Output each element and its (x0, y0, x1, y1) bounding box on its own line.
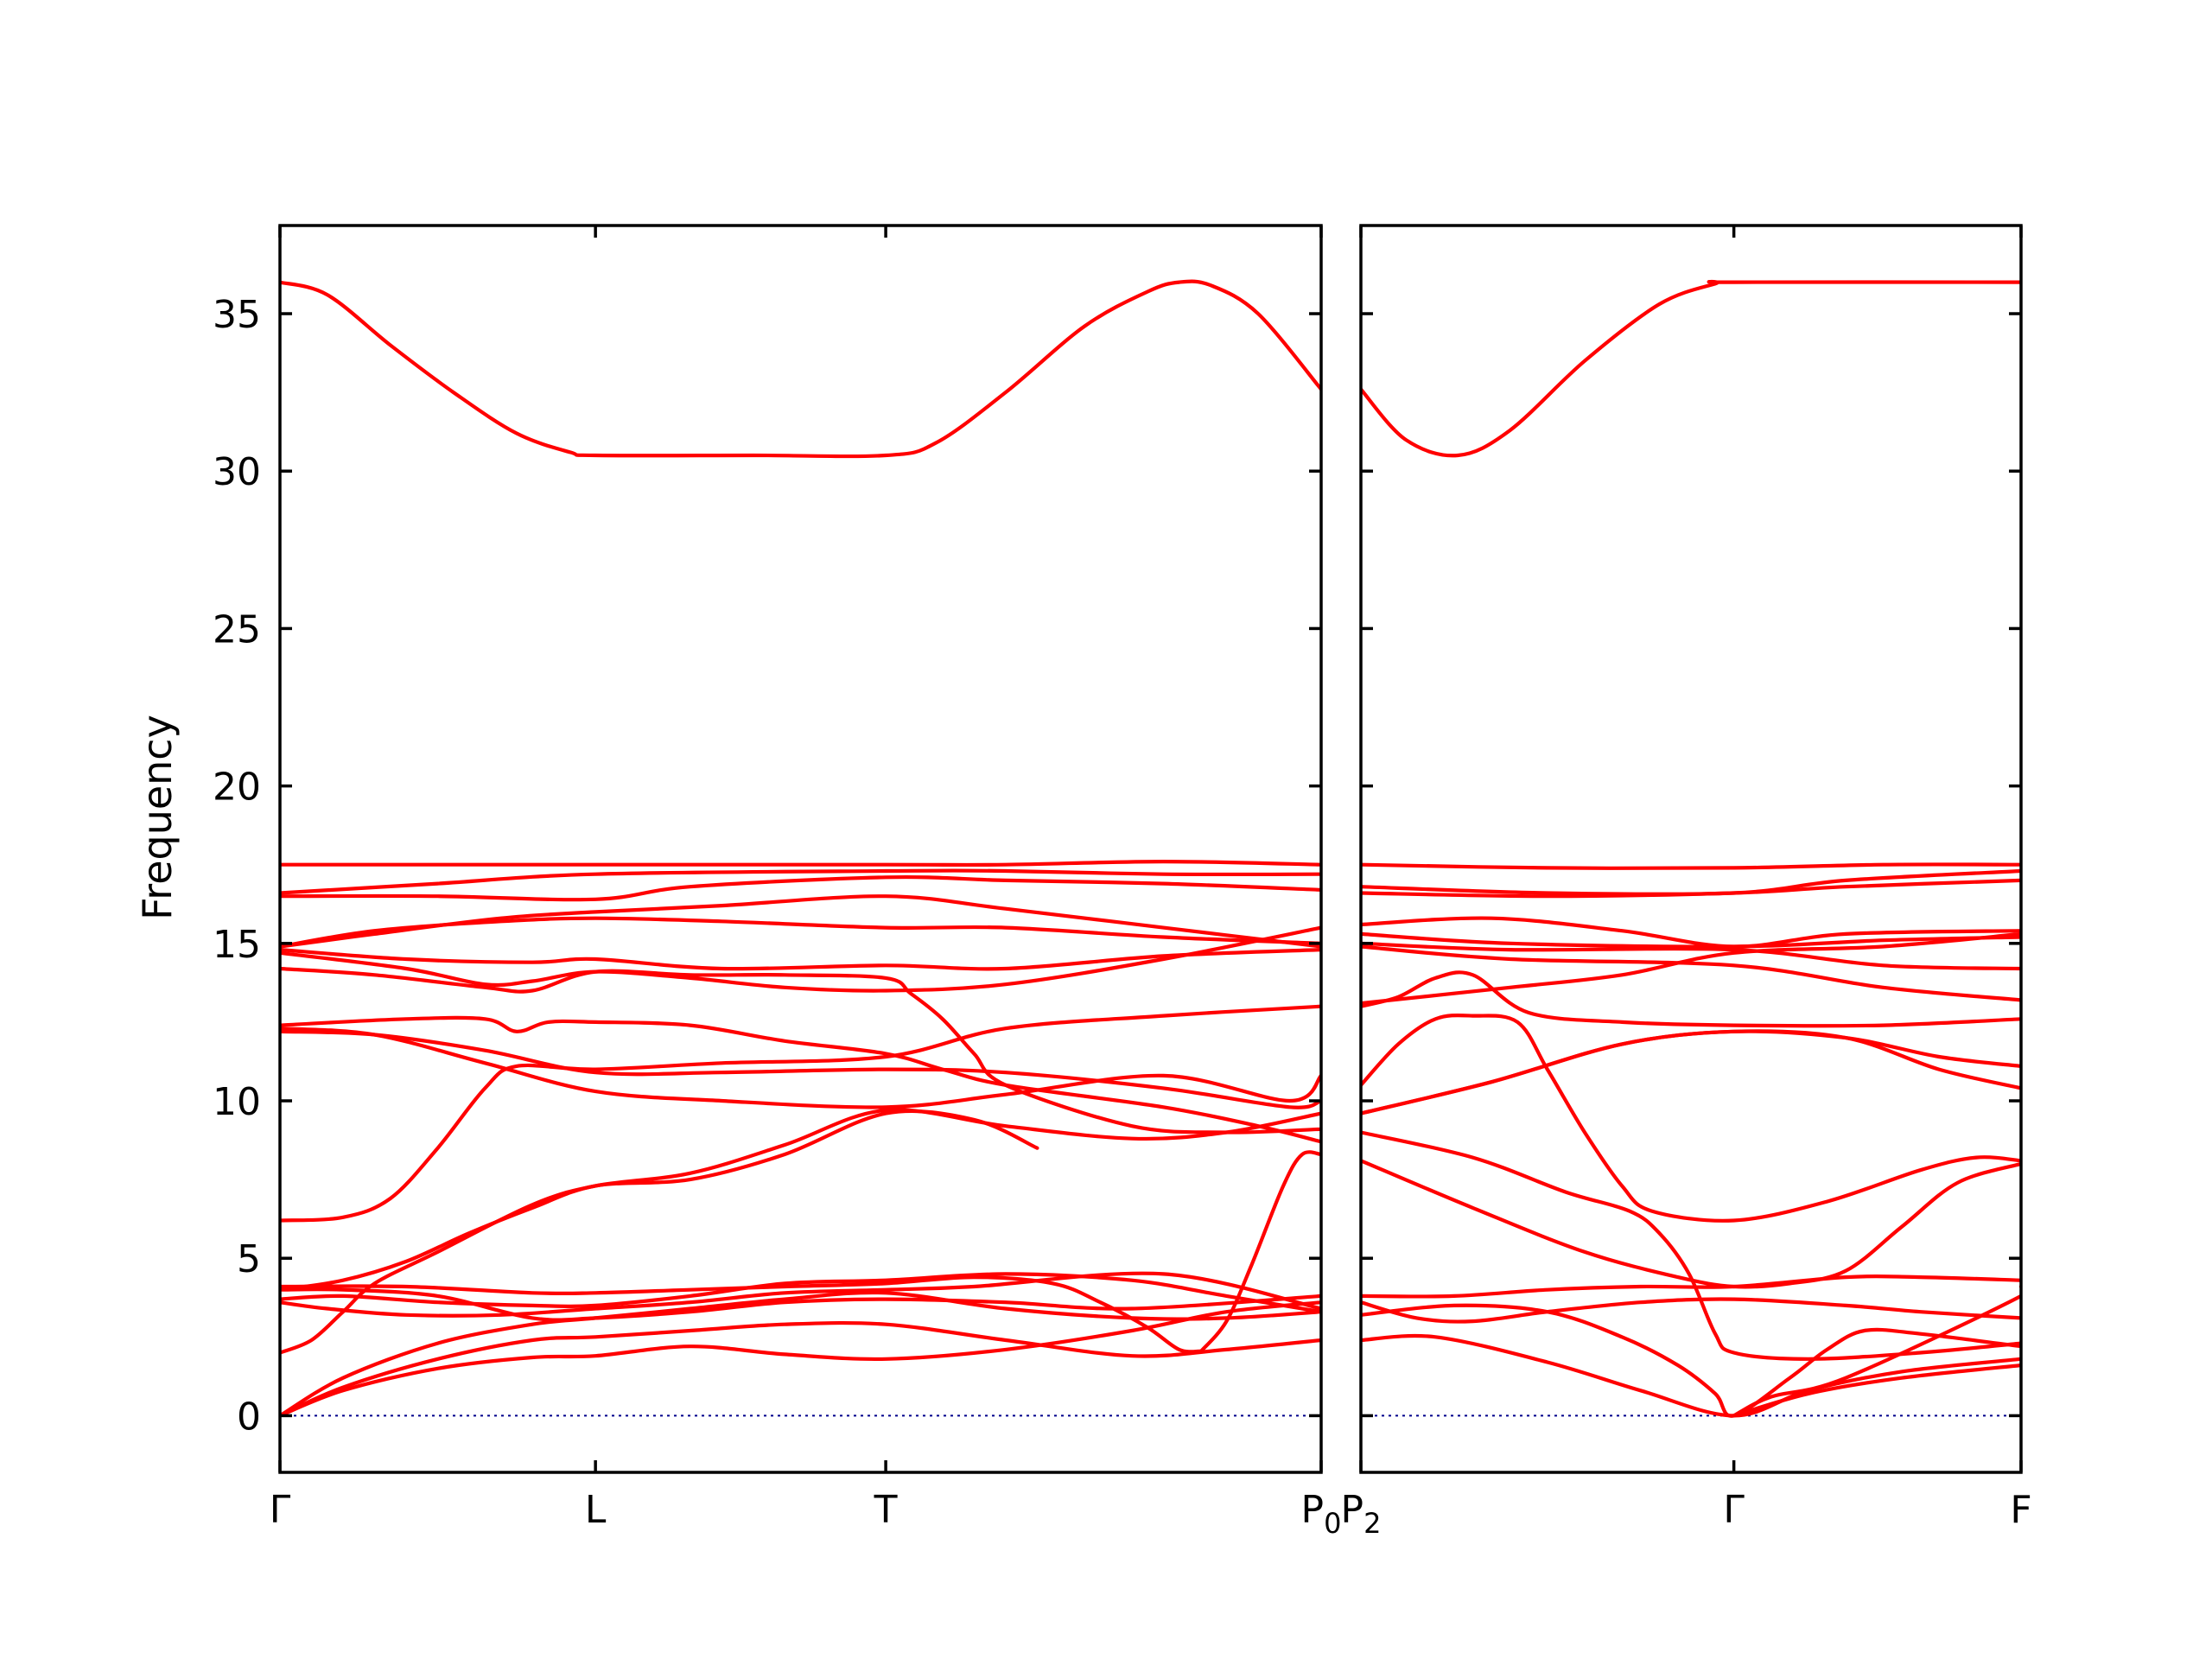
x-tick-label: Γ (1723, 1488, 1745, 1532)
band-line-10 (1361, 970, 2021, 1028)
band-line-13 (1361, 1029, 2021, 1116)
band-line-14 (280, 1015, 1321, 1144)
x-tick-label-sub: 0 (1324, 1507, 1341, 1540)
y-tick-label: 10 (213, 1080, 261, 1124)
band-line-12 (280, 1027, 1321, 1109)
band-line-1 (280, 1300, 1321, 1418)
band-line-6 (1361, 931, 2021, 949)
band-line-16 (1361, 1274, 2021, 1299)
band-lines (280, 279, 1321, 1418)
y-tick-label: 5 (237, 1237, 261, 1281)
x-tick-label: P0 (1301, 1488, 1342, 1540)
y-tick-label: 30 (213, 450, 261, 494)
band-line-15 (1361, 1159, 2021, 1289)
band-line-1 (1361, 279, 2021, 458)
band-line-9 (1361, 931, 2021, 1006)
band-line-23 (280, 279, 1321, 459)
band-line-11 (280, 1004, 1321, 1223)
band-line-2 (1361, 862, 2021, 870)
band-line-5 (1361, 916, 2021, 949)
band-line-21 (1732, 1284, 2021, 1418)
x-tick-label: Γ (270, 1488, 291, 1532)
band-line-18 (1361, 1303, 2021, 1418)
band-line-10 (1199, 1150, 1321, 1353)
band-line-18 (280, 916, 1321, 949)
band-line-2 (280, 1320, 1321, 1418)
band-line-4 (1361, 878, 2021, 899)
y-tick-label: 20 (213, 766, 261, 810)
y-tick-label: 25 (213, 607, 261, 652)
band-line-22 (280, 860, 1321, 868)
band-lines (1361, 279, 2021, 1418)
band-line-12 (1361, 1029, 2021, 1116)
band-line-13 (280, 1029, 1321, 1109)
band-line-8 (1361, 944, 2021, 1002)
band-line-20 (1732, 1363, 2021, 1418)
band-line-7 (1361, 941, 2021, 971)
band-line-5 (280, 1271, 1321, 1318)
plot-frame (1359, 224, 2023, 1474)
panel-2: P2 Γ F (1341, 224, 2032, 1540)
x-tick-label-sub: 2 (1363, 1507, 1381, 1540)
y-tick-label: 35 (213, 293, 261, 337)
band-line-15 (280, 966, 1321, 1135)
x-tick-label: F (2010, 1488, 2031, 1532)
band-line-19 (1361, 1333, 2021, 1418)
band-line-17 (1361, 1297, 2021, 1324)
band-line-14 (1361, 1130, 2021, 1361)
band-line-16 (280, 925, 1321, 993)
band-line-7 (280, 1287, 1321, 1322)
x-tick-label: T (874, 1488, 898, 1532)
band-line-11 (1361, 1013, 2021, 1223)
x-tick-label: P2 (1341, 1488, 1382, 1540)
y-tick-label: 15 (213, 923, 261, 967)
band-line-8 (280, 1275, 1204, 1354)
x-tick-label: L (585, 1488, 607, 1532)
y-tick-label: 0 (237, 1395, 261, 1439)
band-line-19 (280, 894, 1321, 949)
plot-frame (278, 224, 1323, 1474)
band-line-17 (280, 948, 1321, 971)
band-line-6 (280, 1272, 1321, 1314)
panel-1: 0 5 10 15 20 25 30 35 Γ L T P0 (213, 224, 1342, 1540)
y-axis-label: Frequency (134, 715, 181, 920)
band-line-21 (280, 868, 1321, 895)
band-line-3 (280, 1290, 1321, 1418)
band-line-9 (280, 1109, 1039, 1292)
band-line-20 (280, 874, 1321, 902)
